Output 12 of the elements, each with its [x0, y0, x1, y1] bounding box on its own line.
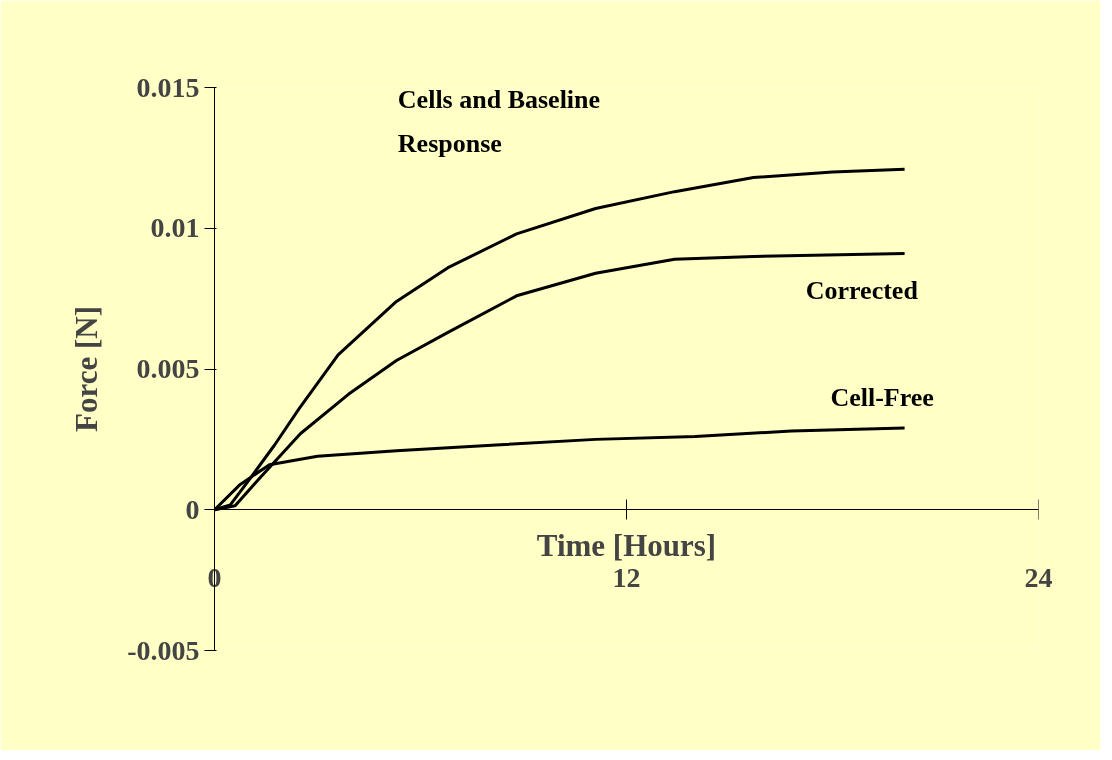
- y-tick-label: 0.005: [136, 353, 200, 384]
- x-tick-label: 12: [612, 561, 641, 593]
- y-tick-label: -0.005: [127, 634, 200, 666]
- y-tick-label: 0.01: [150, 212, 200, 244]
- series-label: Cells and Baseline Response: [397, 85, 601, 158]
- series-label: Cell-Free: [830, 382, 934, 412]
- x-tick-label: 24: [1024, 561, 1053, 593]
- y-axis-title: Force [N]: [69, 306, 105, 432]
- y-tick-label: 0.015: [136, 71, 200, 103]
- y-tick-label: 0: [185, 493, 200, 525]
- series-label: Corrected: [805, 275, 919, 305]
- x-axis-title: Time [Hours]: [536, 527, 717, 563]
